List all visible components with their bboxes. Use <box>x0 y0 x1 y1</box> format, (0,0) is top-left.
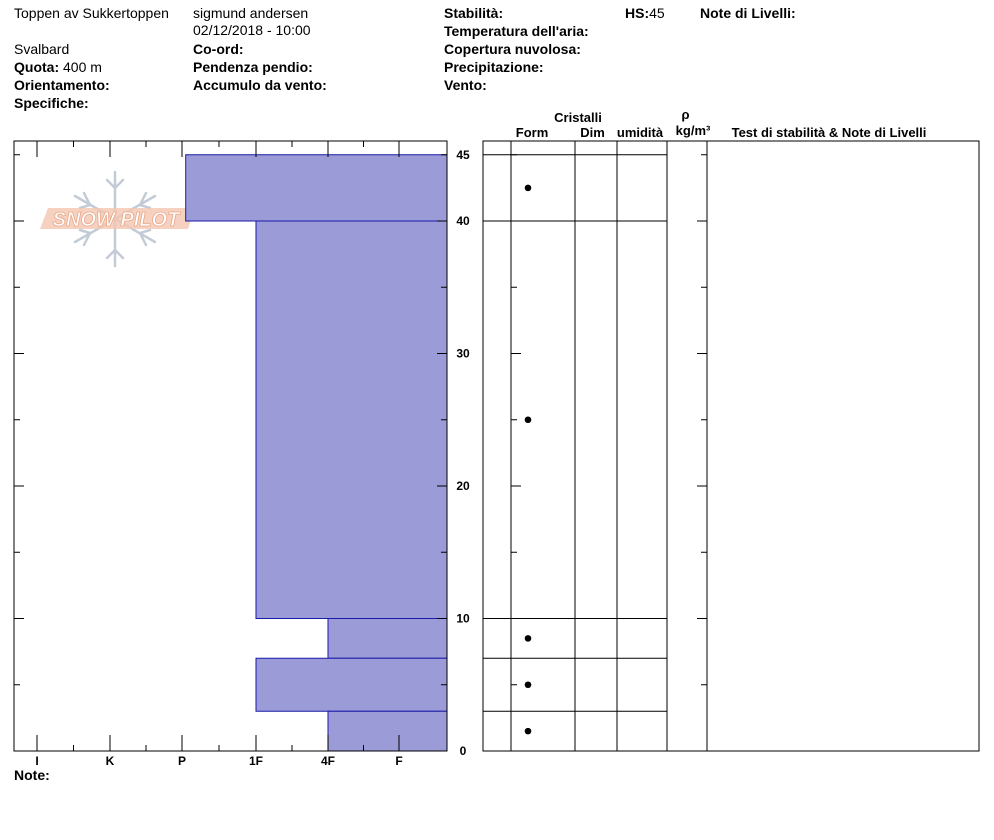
crystal-form-marker <box>524 681 532 689</box>
form-header: Form <box>515 125 549 140</box>
elevation-label: Quota: <box>14 59 60 75</box>
stability-label: Stabilità: <box>444 5 504 21</box>
hardness-category-label: F <box>395 754 402 768</box>
size-header: Dim <box>580 125 605 140</box>
layer-table-frame <box>482 140 980 752</box>
crystal-form-marker <box>524 727 532 735</box>
hardness-bar <box>255 220 448 619</box>
elevation-value: 400 m <box>63 59 102 75</box>
hardness-plot-frame <box>13 140 448 752</box>
height-tick-label: 45 <box>456 148 470 162</box>
hardness-bar <box>327 710 448 752</box>
hardness-bar <box>185 154 448 222</box>
slope-label: Pendenza pendio: <box>193 59 313 75</box>
hardness-category-label: 4F <box>321 754 335 768</box>
crystals-header: Cristalli <box>554 110 602 125</box>
height-tick-label: 10 <box>456 612 470 626</box>
hardness-category-label: K <box>106 754 115 768</box>
tests-header: Test di stabilità & Note di Livelli <box>731 125 927 140</box>
density-symbol: ρ <box>681 107 690 122</box>
hardness-category-label: 1F <box>249 754 263 768</box>
elevation-row: Quota: 400 m <box>14 59 102 75</box>
hs-value: 45 <box>649 5 665 21</box>
wind-loading-label: Accumulo da vento: <box>193 77 327 93</box>
height-tick-label: 20 <box>456 479 470 493</box>
hardness-bar <box>255 657 448 712</box>
crystal-form-marker <box>524 184 532 192</box>
logo-text: SNOW PILOT <box>53 209 181 231</box>
aspect-label: Orientamento: <box>14 77 110 93</box>
hardness-category-label: P <box>178 754 186 768</box>
wind-label: Vento: <box>444 77 487 93</box>
hardness-category-label: I <box>35 754 38 768</box>
hs-row: HS:45 <box>625 5 665 21</box>
region-name: Svalbard <box>14 41 70 57</box>
coords-label: Co-ord: <box>193 41 244 57</box>
sky-label: Copertura nuvolosa: <box>444 41 581 57</box>
observation-datetime: 02/12/2018 - 10:00 <box>193 22 311 38</box>
precip-label: Precipitazione: <box>444 59 544 75</box>
observer-name: sigmund andersen <box>193 5 309 21</box>
hs-label: HS: <box>625 5 650 21</box>
height-tick-label: 30 <box>456 347 470 361</box>
height-tick-label: 0 <box>460 744 467 758</box>
hardness-bar <box>327 618 448 659</box>
moisture-header: umidità <box>616 125 664 140</box>
snowpilot-logo: SNOW PILOT <box>40 170 195 268</box>
density-unit: kg/m³ <box>675 123 711 138</box>
specifics-label: Specifiche: <box>14 95 89 111</box>
layer-notes-label: Note di Livelli: <box>700 5 796 21</box>
notes-label: Note: <box>14 767 50 783</box>
crystal-form-marker <box>524 416 532 424</box>
height-tick-label: 40 <box>456 214 470 228</box>
location-name: Toppen av Sukkertoppen <box>14 5 169 21</box>
air-temp-label: Temperatura dell'aria: <box>444 23 589 39</box>
crystal-form-marker <box>524 635 532 642</box>
